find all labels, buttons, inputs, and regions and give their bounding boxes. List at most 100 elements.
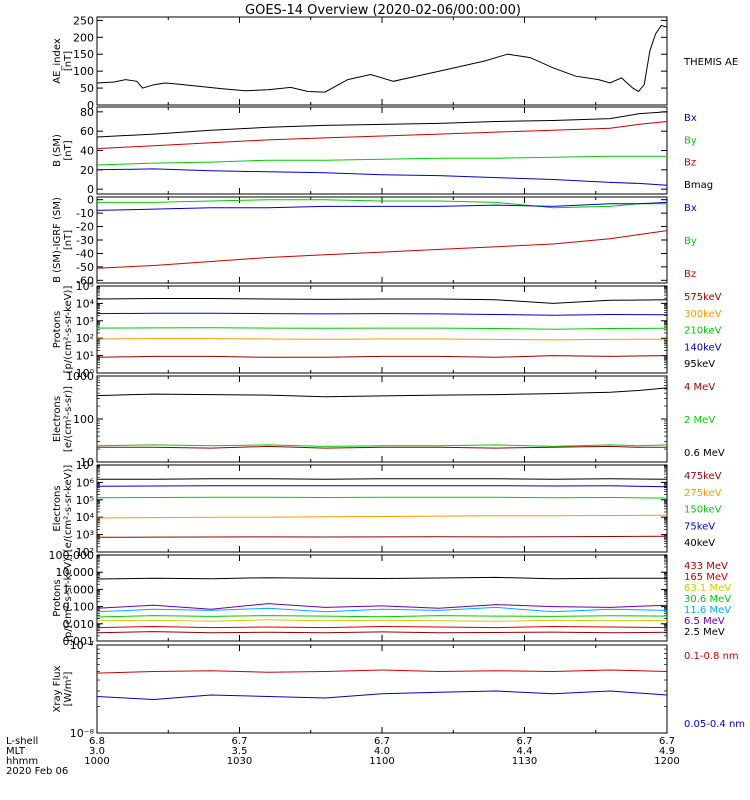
- legend-label: THEMIS AE: [683, 57, 738, 68]
- y-axis-label: Electrons: [52, 485, 63, 531]
- series-line-0-1-0-8-nm: [96, 669, 668, 674]
- panel-1: 0 50 100 150 200 250 AE_index [nT] THEMIS AE: [52, 14, 738, 112]
- y-tick-label: 10¹: [76, 350, 94, 363]
- footer-row-label: L-shell: [6, 736, 38, 747]
- y-tick-label: 100: [73, 413, 94, 426]
- y-axis-label: AE_index: [52, 38, 63, 84]
- panel-5: 10 100 1000 Electrons [e/(cm²-s-sr)] 4 MeV 2 M…: [52, 370, 725, 469]
- y-axis-label: [e/(cm²-s-sr-keV)]: [63, 465, 74, 553]
- series-line-by: [96, 155, 667, 166]
- legend-label: 30.6 MeV: [684, 594, 731, 605]
- y-tick-label: 50: [80, 82, 94, 95]
- series-line-63-1-mev: [96, 619, 668, 622]
- y-tick-label: 40: [80, 145, 94, 158]
- y-tick-label: 10⁶: [76, 476, 95, 489]
- y-tick-label: -60: [76, 274, 94, 287]
- panel-3: 0-10-20-30-40-50-60 B (SM)-IGRF (SM) [nT] B…: [52, 194, 697, 288]
- legend-label: 0.1-0.8 nm: [684, 651, 739, 662]
- footer-tick-label: 6.7: [517, 736, 533, 747]
- series-line-150kev: [96, 496, 668, 499]
- y-tick-label: 100.000: [49, 549, 95, 562]
- y-axis-label: [p/(cm²-s-sr-keV)]: [63, 554, 74, 642]
- plot-title: GOES-14 Overview (2020-02-06/00:00:00): [245, 3, 521, 18]
- series-line-475kev: [96, 535, 668, 538]
- y-axis-label: Protons: [52, 311, 63, 348]
- y-tick-label: 10⁴: [76, 511, 95, 524]
- series-line-433-mev: [96, 631, 668, 634]
- y-tick-label: 10⁵: [76, 280, 94, 293]
- panel-7: 0.001 0.010 0.100 1.000 10.000 100.000 Protons…: [49, 549, 732, 648]
- legend-label: 2.5 MeV: [684, 627, 725, 638]
- y-tick-label: 1.000: [63, 583, 95, 596]
- panel-frame: [96, 554, 668, 642]
- panel-8: 10⁻⁸ 10⁻⁷ Xray Flux [W/m²] 0.1-0.8 nm 0.05-0.…: [52, 639, 745, 740]
- y-tick-label: -30: [76, 234, 94, 247]
- y-tick-label: 60: [80, 125, 94, 138]
- y-tick-label: 10⁴: [76, 297, 95, 310]
- y-tick-label: 10⁰: [76, 367, 95, 380]
- legend-label: 6.5 MeV: [684, 616, 725, 627]
- y-tick-label: 10³: [76, 315, 94, 328]
- footer-tick-label: 6.7: [232, 736, 248, 747]
- y-tick-label: 0: [87, 194, 94, 207]
- series-line-0-05-0-4-nm: [96, 690, 668, 701]
- y-tick-label: 150: [73, 48, 94, 61]
- series-line-4-mev: [97, 445, 667, 449]
- legend-label: 575keV: [684, 292, 722, 303]
- series-line-40kev: [97, 478, 668, 480]
- legend-label: 150keV: [684, 505, 722, 516]
- panel-2: 0 20 40 60 80 B (SM) [nT] Bx By Bz Bmag: [52, 106, 713, 196]
- y-axis-label: Electrons: [52, 396, 63, 442]
- footer-row-label: 2020 Feb 06: [6, 766, 68, 777]
- series-line-bmag: [96, 111, 668, 138]
- footer-tick-label: 4.9: [659, 746, 675, 757]
- y-tick-label: 10³: [76, 529, 94, 542]
- series-line-11-6-mev: [96, 606, 668, 613]
- footer-tick-label: 1100: [369, 756, 394, 767]
- y-axis-label: B (SM): [52, 134, 63, 167]
- legend-label: Bz: [684, 158, 696, 169]
- footer-tick-label: 1030: [227, 756, 252, 767]
- legend-label: 165 MeV: [684, 572, 728, 583]
- legend-label: 275keV: [684, 488, 722, 499]
- series-line-bx: [96, 201, 668, 211]
- series-line-0-6-mev: [96, 387, 668, 398]
- y-axis-label: B (SM)-IGRF (SM): [52, 197, 63, 283]
- series-line-30-6-mev: [96, 615, 668, 618]
- series-line-2-mev: [96, 444, 668, 447]
- legend-label: 0.05-0.4 nm: [684, 719, 745, 730]
- footer-row-label: MLT: [6, 746, 26, 757]
- series-line-bx: [96, 168, 668, 186]
- legend-label: 2 MeV: [684, 415, 715, 426]
- y-tick-label: 0.100: [63, 601, 95, 614]
- legend-label: 63.1 MeV: [684, 583, 731, 594]
- legend-label: 433 MeV: [684, 561, 728, 572]
- legend-label: 300keV: [684, 309, 722, 320]
- y-axis-label: [nT]: [63, 140, 74, 160]
- y-axis-label: [nT]: [63, 51, 74, 71]
- series-line-210kev: [96, 327, 668, 330]
- panel-frame: [96, 464, 668, 553]
- series-line-95kev: [96, 298, 668, 304]
- legend-label: By: [684, 236, 697, 247]
- footer-tick-label: 6.7: [374, 736, 390, 747]
- legend-label: 40keV: [684, 538, 715, 549]
- panel-frame: [96, 644, 668, 734]
- legend-label: Bmag: [684, 180, 713, 191]
- y-tick-label: -10: [76, 207, 94, 220]
- legend-label: 11.6 MeV: [684, 605, 731, 616]
- footer-tick-label: 3.5: [232, 746, 248, 757]
- series-line-bz: [96, 121, 668, 150]
- panel-frame: [96, 196, 668, 284]
- series-line-bz: [96, 230, 668, 269]
- legend-label: 475keV: [684, 471, 722, 482]
- series-line-6-5-mev: [96, 603, 668, 610]
- series-line-300kev: [96, 338, 668, 341]
- y-tick-label: -40: [76, 247, 94, 260]
- series-line-75kev: [96, 485, 668, 488]
- y-tick-label: 20: [80, 164, 94, 177]
- series-line-2-5-mev: [96, 576, 668, 580]
- y-axis-label: [e/(cm²-s-sr)]: [63, 386, 74, 452]
- y-tick-label: 10⁵: [76, 494, 94, 507]
